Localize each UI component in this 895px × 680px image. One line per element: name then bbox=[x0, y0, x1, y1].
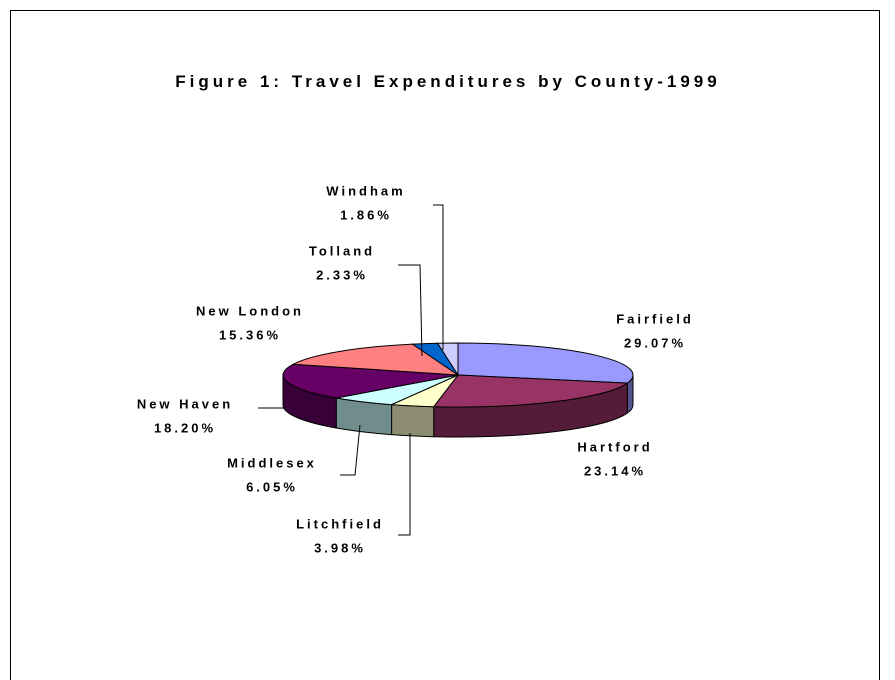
slice-value-label: 15.36% bbox=[219, 327, 281, 342]
slice-name: Tolland bbox=[309, 243, 375, 258]
leader-line bbox=[398, 264, 423, 357]
leader-line bbox=[398, 433, 411, 536]
pie-slice bbox=[291, 343, 460, 376]
pie-tops bbox=[282, 342, 634, 408]
slice-value-label: 2.33% bbox=[316, 267, 368, 282]
slice-name: Fairfield bbox=[616, 311, 694, 326]
slice-value-label: 1.86% bbox=[340, 207, 392, 222]
slice-name: New London bbox=[196, 303, 304, 318]
slice-value-label: 18.20% bbox=[154, 420, 216, 435]
leader-line bbox=[340, 424, 361, 476]
slice-value-label: 29.07% bbox=[624, 335, 686, 350]
slice-name: Hartford bbox=[577, 439, 652, 454]
slice-value-label: 23.14% bbox=[584, 463, 646, 478]
pie-slice bbox=[282, 363, 459, 399]
pie-walls bbox=[282, 374, 634, 438]
chart-frame bbox=[10, 10, 880, 680]
pie-slice bbox=[457, 342, 634, 384]
chart-title: Figure 1: Travel Expenditures by County-… bbox=[175, 72, 721, 91]
slice-name: New Haven bbox=[137, 396, 233, 411]
slice-name: Litchfield bbox=[296, 516, 384, 531]
slice-value-label: 6.05% bbox=[246, 479, 298, 494]
pie-slice bbox=[432, 374, 629, 408]
slice-value-label: 3.98% bbox=[314, 540, 366, 555]
leader-line bbox=[433, 204, 444, 350]
slice-name: Windham bbox=[326, 183, 405, 198]
slice-name: Middlesex bbox=[227, 455, 317, 470]
pie-slice bbox=[436, 342, 459, 377]
pie-wall bbox=[391, 404, 435, 438]
